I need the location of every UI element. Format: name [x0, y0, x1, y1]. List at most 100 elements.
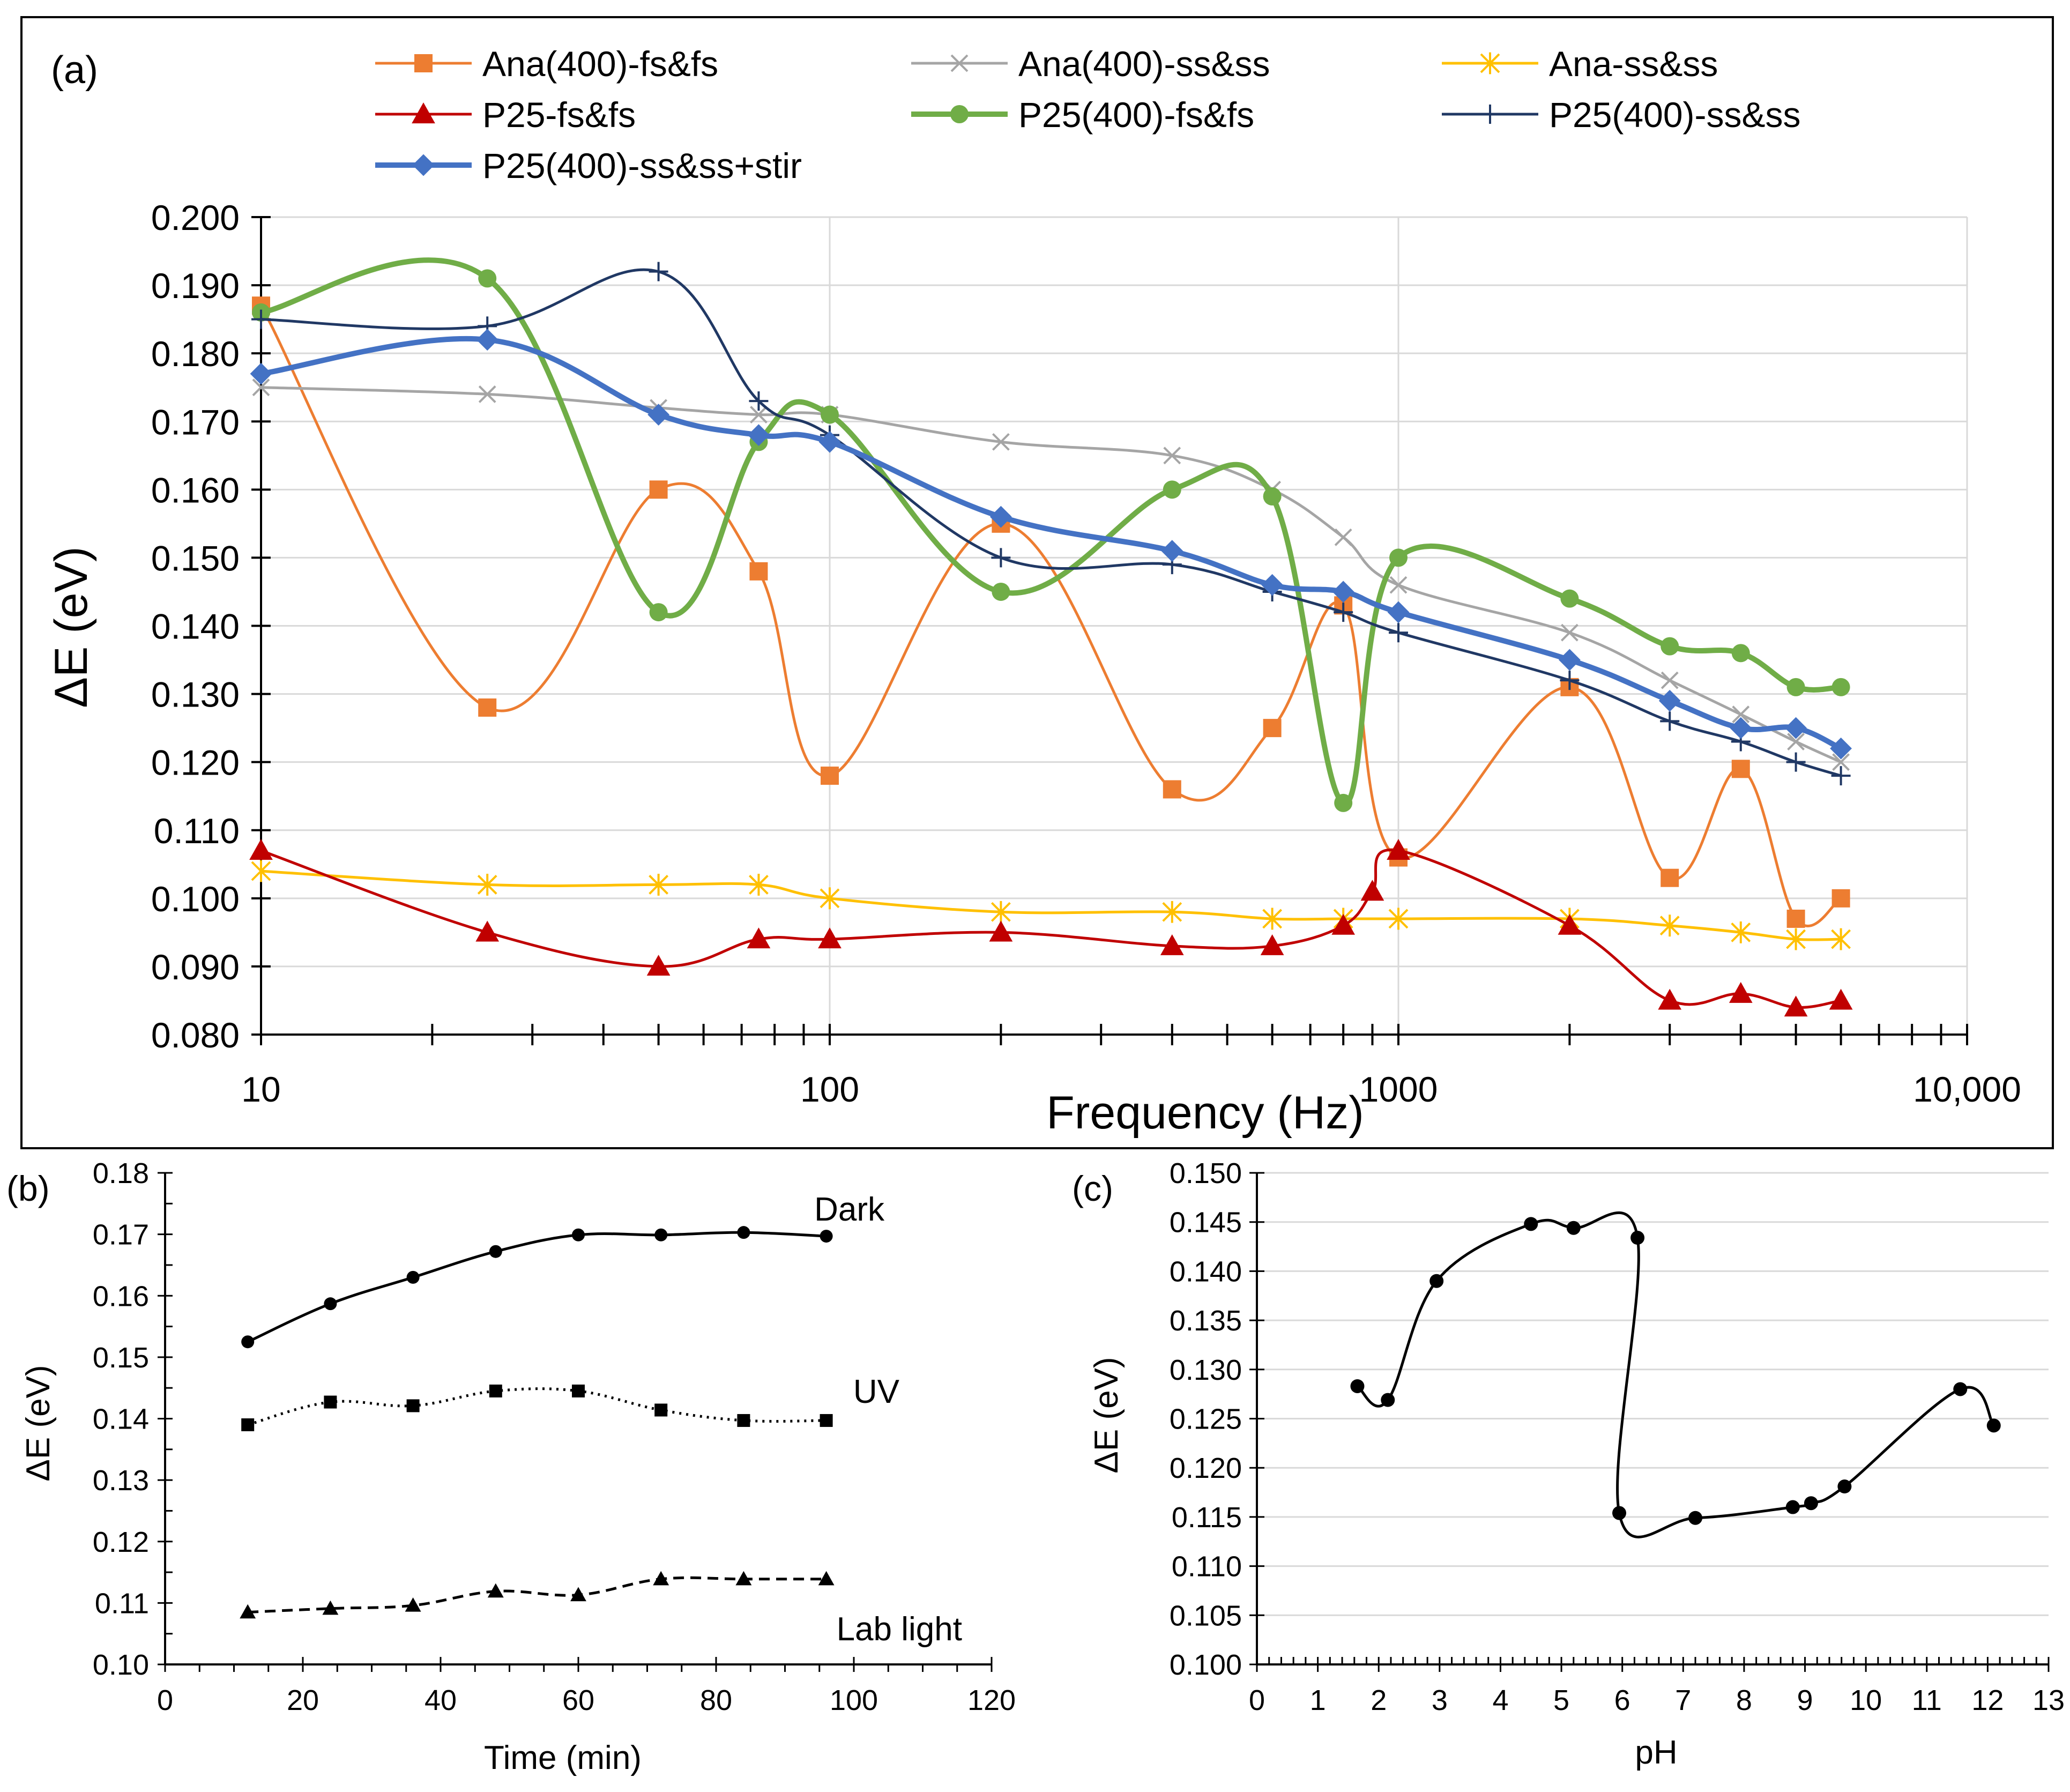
data-point	[572, 1228, 585, 1241]
data-point	[818, 430, 841, 453]
data-point	[992, 433, 1010, 451]
x-tick-label: 7	[1675, 1684, 1691, 1716]
data-point	[1360, 880, 1384, 901]
data-point	[487, 1583, 504, 1598]
series-label: Lab light	[837, 1611, 962, 1648]
series-5	[251, 262, 1851, 786]
data-point	[1558, 649, 1581, 671]
y-tick-label: 0.100	[151, 879, 240, 919]
legend-marker	[950, 105, 969, 123]
data-point	[252, 378, 270, 397]
x-tick-label: 13	[2032, 1684, 2065, 1716]
data-point	[476, 329, 498, 351]
y-tick-label: 0.170	[151, 402, 240, 442]
x-tick-label: 100	[800, 1069, 859, 1109]
data-point	[1732, 705, 1750, 724]
data-point	[1785, 1500, 1800, 1514]
data-point	[1163, 447, 1181, 465]
series-line	[248, 1576, 826, 1614]
y-tick-label: 0.135	[1170, 1305, 1242, 1337]
data-point	[737, 1226, 750, 1239]
data-point	[1786, 928, 1806, 950]
data-point	[653, 1571, 669, 1586]
data-point	[989, 505, 1012, 528]
data-point	[749, 391, 769, 411]
x-tick-label: 11	[1912, 1684, 1942, 1716]
x-tick-label: 10	[1850, 1684, 1882, 1716]
legend-marker	[1480, 105, 1500, 124]
legend-marker	[1480, 52, 1500, 75]
series-line	[260, 849, 1842, 1009]
x-tick-label: 1	[1310, 1684, 1326, 1716]
data-point	[1350, 1379, 1365, 1393]
data-point	[749, 562, 768, 581]
legend-label: P25(400)-fs&fs	[1018, 95, 1254, 135]
x-tick-label: 120	[967, 1684, 1016, 1716]
panel-a-frame	[20, 16, 2054, 1149]
data-point	[1566, 1221, 1581, 1235]
y-tick-label: 0.140	[1170, 1255, 1242, 1288]
legend-entry: Ana-ss&ss	[1442, 44, 1718, 84]
data-point	[654, 1403, 668, 1417]
y-tick-label: 0.130	[151, 675, 240, 715]
series-2	[240, 1571, 835, 1619]
legend-label: Ana-ss&ss	[1549, 44, 1718, 84]
data-point	[406, 1399, 420, 1412]
y-tick-label: 0.110	[154, 811, 240, 851]
x-tick-label: 0	[1249, 1684, 1265, 1716]
data-point	[647, 404, 670, 426]
data-point	[477, 874, 497, 896]
data-point	[1161, 540, 1183, 562]
x-axis-title: Frequency (Hz)	[1046, 1087, 1364, 1139]
data-point	[1785, 717, 1807, 739]
data-point	[1731, 644, 1750, 663]
panel-a: 0.080 0.090 0.100 0.110 0.120 0.130 0.140 0.150…	[46, 44, 2021, 1139]
data-point	[250, 362, 272, 385]
data-point	[1831, 889, 1850, 908]
data-point	[1334, 793, 1353, 812]
data-point	[478, 698, 497, 717]
y-axis-title: ΔE (eV)	[1088, 1357, 1125, 1473]
y-tick-label: 0.190	[151, 266, 240, 306]
data-point	[1784, 995, 1808, 1017]
series-label: Dark	[814, 1191, 885, 1228]
panel-b: 0.10 0.11 0.12 0.13 0.14 0.15 0.16 0.17 0.18 0 20 4…	[6, 1157, 1016, 1776]
data-point	[1261, 574, 1284, 596]
data-point	[1953, 1382, 1968, 1396]
y-tick-label: 0.145	[1170, 1207, 1242, 1239]
data-point	[1630, 1231, 1645, 1245]
series-line	[260, 257, 1841, 806]
series-line	[260, 268, 1842, 777]
data-point	[1658, 988, 1682, 1010]
data-point	[240, 1604, 256, 1619]
data-point	[406, 1270, 420, 1284]
series-label: UV	[853, 1373, 900, 1410]
y-tick-label: 0.12	[93, 1526, 149, 1558]
panel-label-b: (b)	[6, 1169, 50, 1208]
data-point	[1729, 981, 1753, 1003]
data-point	[820, 1414, 833, 1427]
legend-marker	[412, 102, 435, 124]
x-tick-label: 40	[425, 1684, 457, 1716]
x-tick-label: 8	[1736, 1684, 1752, 1716]
data-point	[1160, 934, 1184, 955]
data-point	[241, 1418, 255, 1431]
data-point	[1786, 752, 1806, 772]
data-point	[821, 767, 839, 785]
data-point	[1658, 689, 1681, 712]
data-point	[1786, 678, 1805, 696]
y-tick-label: 0.115	[1172, 1501, 1242, 1534]
data-point	[1163, 780, 1181, 799]
y-tick-label: 0.105	[1170, 1600, 1242, 1632]
data-point	[251, 309, 271, 329]
data-point	[324, 1297, 337, 1311]
data-point	[1831, 766, 1851, 786]
x-tick-label: 4	[1492, 1684, 1508, 1716]
data-point	[1560, 589, 1579, 608]
data-point	[570, 1587, 586, 1602]
y-tick-label: 0.150	[1170, 1157, 1242, 1189]
data-point	[1832, 753, 1850, 771]
y-tick-label: 0.125	[1170, 1403, 1242, 1436]
data-point	[475, 920, 500, 942]
